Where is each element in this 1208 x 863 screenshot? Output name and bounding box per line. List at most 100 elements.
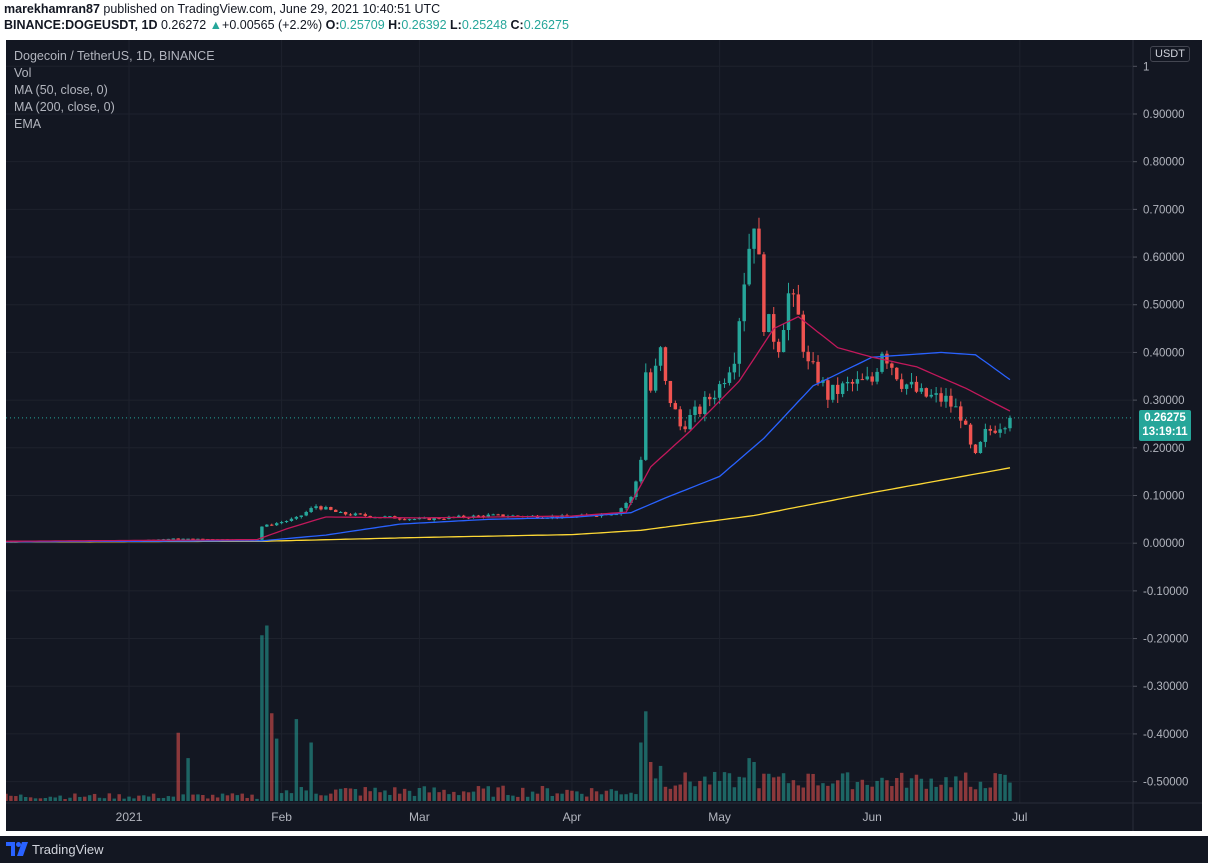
legend-title[interactable]: Dogecoin / TetherUS, 1D, BINANCE	[14, 49, 215, 63]
volume-bar	[383, 790, 387, 801]
x-tick-label: Jul	[1012, 810, 1027, 824]
volume-bar	[708, 784, 712, 801]
chart-legend: Dogecoin / TetherUS, 1D, BINANCE Vol MA …	[14, 48, 215, 133]
volume-bar	[629, 792, 633, 801]
currency-badge[interactable]: USDT	[1150, 46, 1190, 62]
volume-bar	[668, 788, 673, 801]
volume-bar	[397, 793, 402, 801]
volume-bar	[368, 791, 372, 801]
volume-bar	[270, 713, 274, 801]
candle-body	[363, 514, 367, 516]
chart-area[interactable]: 1 0.90000 0.80000 0.70000 0.60000 0.50000 0.40…	[6, 40, 1202, 831]
volume-bar	[747, 758, 751, 801]
volume-bar	[904, 787, 909, 801]
volume-bar	[6, 793, 8, 801]
chart-canvas[interactable]: 1 0.90000 0.80000 0.70000 0.60000 0.50000 0.40…	[6, 40, 1202, 831]
volume-bar	[422, 786, 427, 801]
candle-body	[831, 384, 835, 400]
candle-body	[594, 515, 599, 517]
volume-bar	[560, 793, 564, 801]
volume-bar	[840, 773, 845, 801]
candle-body	[201, 538, 205, 540]
volume-bar	[279, 793, 284, 801]
volume-bar	[806, 773, 810, 801]
author-name[interactable]: marekhamran87	[4, 2, 100, 16]
open-value: 0.25709	[339, 18, 385, 32]
legend-volume[interactable]: Vol	[14, 66, 32, 80]
volume-bar	[191, 794, 195, 801]
volume-bar	[196, 794, 200, 801]
candle-body	[619, 508, 623, 515]
candle-body	[648, 372, 653, 391]
volume-bar	[786, 783, 791, 801]
candle-body	[265, 524, 269, 527]
volume-bar	[471, 791, 476, 801]
volume-bar	[929, 778, 933, 801]
legend-ema[interactable]: EMA	[14, 117, 42, 131]
candle-body	[555, 516, 559, 518]
candle-body	[757, 228, 761, 255]
volume-bar	[939, 784, 943, 801]
candle-body	[934, 393, 938, 395]
candle-body	[634, 481, 638, 497]
candle-body	[895, 367, 899, 380]
candle-body	[668, 380, 673, 404]
tradingview-brand[interactable]: TradingView	[32, 842, 104, 857]
volume-bar	[186, 758, 190, 801]
candle-body	[949, 395, 953, 407]
candle-body	[338, 511, 343, 513]
volume-bar	[511, 795, 515, 801]
volume-bar	[530, 791, 535, 801]
candle-body	[402, 519, 407, 521]
volume-bar	[117, 794, 121, 801]
legend-ma200[interactable]: MA (200, close, 0)	[14, 100, 115, 114]
candle-body	[407, 519, 412, 521]
candle-body	[550, 516, 554, 518]
volume-bar	[501, 785, 505, 801]
volume-bar	[73, 793, 77, 801]
candle-body	[397, 518, 402, 520]
volume-bar	[909, 778, 914, 801]
tradingview-logo-icon[interactable]	[6, 842, 28, 856]
candle-body	[698, 406, 702, 415]
candle-body	[171, 538, 176, 540]
legend-ma50[interactable]: MA (50, close, 0)	[14, 83, 108, 97]
volume-bar	[914, 774, 919, 801]
candle-body	[191, 538, 195, 540]
candle-body	[924, 388, 929, 397]
candle-body	[614, 514, 618, 516]
candle-body	[274, 523, 279, 526]
volume-bar	[304, 790, 308, 801]
candle-body	[491, 514, 495, 516]
volume-bar	[639, 742, 643, 801]
volume-bar	[678, 784, 682, 801]
candle-body	[885, 353, 889, 364]
volume-bar	[289, 793, 294, 801]
candle-body	[683, 426, 687, 430]
last-price-tag: 0.26275 13:19:11	[1139, 409, 1191, 441]
volume-bar	[895, 778, 899, 801]
volume-bar	[604, 790, 609, 801]
volume-bar	[737, 776, 742, 801]
volume-bar	[673, 785, 678, 801]
candle-body	[727, 372, 732, 383]
volume-bar	[688, 781, 692, 801]
volume-bar	[245, 797, 249, 801]
candle-body	[432, 517, 436, 521]
y-tick-label: 0.10000	[1143, 490, 1185, 502]
volume-bar	[151, 793, 156, 801]
volume-bar	[274, 738, 279, 801]
volume-bar	[919, 778, 924, 801]
volume-bar	[890, 786, 894, 801]
volume-bar	[338, 788, 343, 801]
volume-bar	[924, 788, 929, 801]
volume-bar	[850, 789, 855, 801]
volume-bar	[210, 794, 215, 801]
candle-body	[314, 506, 318, 509]
volume-bar	[801, 787, 805, 801]
volume-bar	[855, 781, 860, 801]
volume-bar	[491, 796, 495, 801]
volume-bar	[885, 780, 889, 801]
volume-bar	[762, 773, 766, 801]
volume-bar	[796, 785, 801, 801]
